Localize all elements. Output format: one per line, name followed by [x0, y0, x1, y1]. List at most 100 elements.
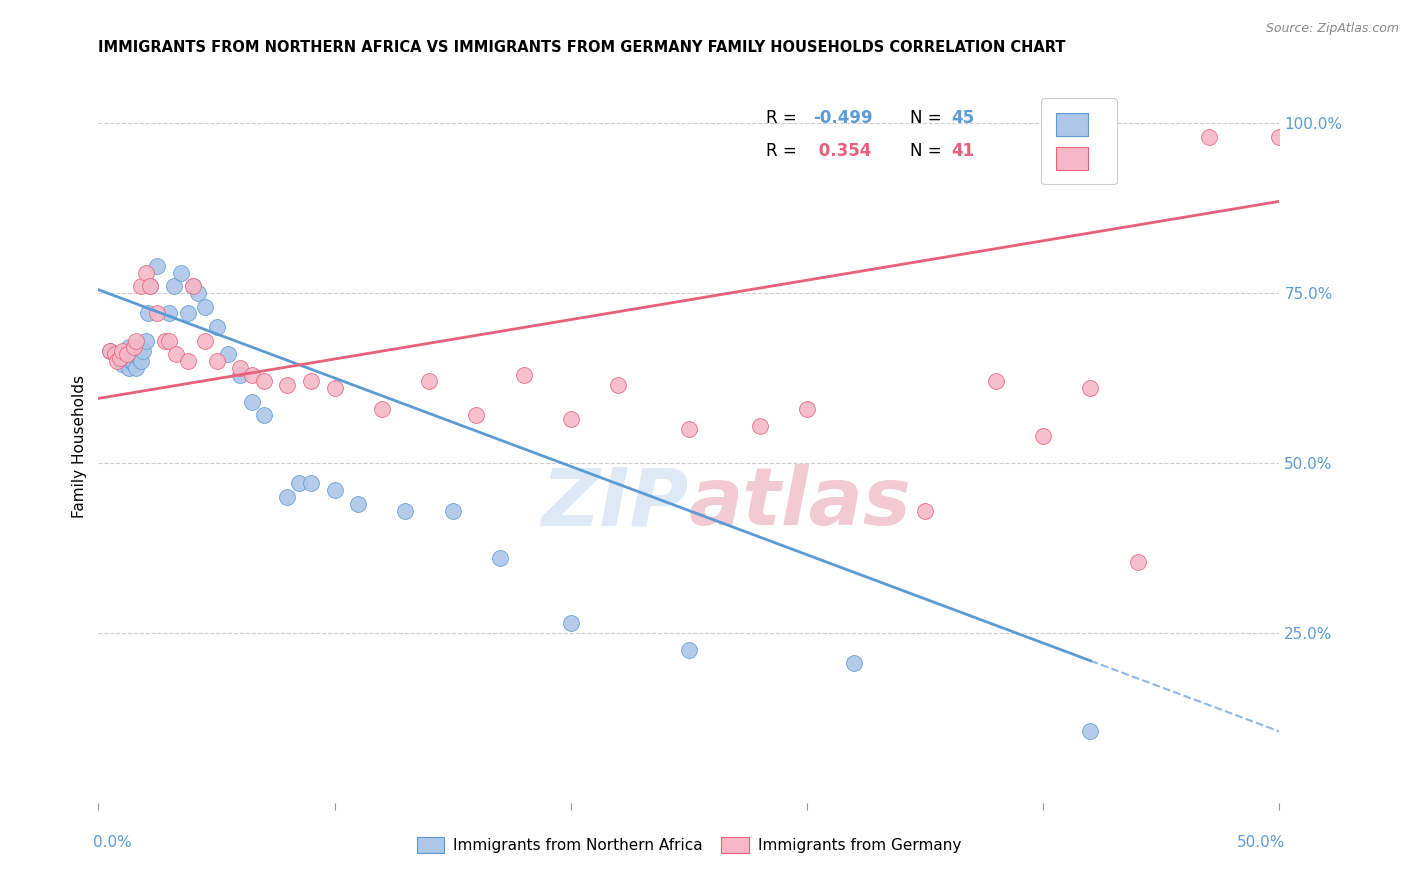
Point [104, 347, 127, 361]
Point [118, 341, 141, 355]
Point [108, 351, 131, 365]
Point [844, 657, 866, 671]
Point [181, 279, 204, 293]
Point [135, 266, 157, 280]
Point [371, 401, 394, 416]
Point [129, 341, 152, 355]
Point [323, 381, 346, 395]
Text: N =: N = [910, 109, 946, 127]
Text: IMMIGRANTS FROM NORTHERN AFRICA VS IMMIGRANTS FROM GERMANY FAMILY HOUSEHOLDS COR: IMMIGRANTS FROM NORTHERN AFRICA VS IMMIG… [98, 40, 1066, 55]
Point [276, 490, 298, 504]
Point [115, 347, 138, 361]
Point [129, 279, 152, 293]
Point [205, 354, 228, 368]
Point [187, 286, 209, 301]
Point [276, 377, 298, 392]
Point [153, 334, 176, 348]
Point [1268, 129, 1291, 144]
Point [108, 351, 131, 365]
Point [240, 394, 263, 409]
Point [217, 347, 239, 361]
Text: -0.499: -0.499 [813, 109, 873, 127]
Point [678, 422, 700, 436]
Point [512, 368, 534, 382]
Text: 41: 41 [950, 142, 974, 160]
Point [111, 358, 134, 372]
Point [111, 343, 134, 358]
Point [299, 476, 322, 491]
Point [129, 354, 152, 368]
Point [194, 300, 217, 314]
Point [205, 320, 228, 334]
Point [229, 360, 252, 375]
Point [253, 375, 276, 389]
Text: R =: R = [766, 109, 801, 127]
Point [157, 306, 180, 320]
Y-axis label: Family Households: Family Households [72, 375, 87, 517]
Point [139, 279, 162, 293]
Point [136, 306, 159, 320]
Point [678, 643, 700, 657]
Point [128, 351, 150, 365]
Point [181, 279, 204, 293]
Point [1126, 555, 1149, 569]
Text: 0.354: 0.354 [813, 142, 872, 160]
Point [125, 334, 148, 348]
Point [1198, 129, 1220, 144]
Point [394, 503, 416, 517]
Point [118, 360, 141, 375]
Point [418, 375, 440, 389]
Point [253, 409, 276, 423]
Point [125, 360, 148, 375]
Text: 45: 45 [950, 109, 974, 127]
Point [441, 503, 464, 517]
Point [98, 343, 121, 358]
Point [607, 377, 630, 392]
Text: atlas: atlas [689, 464, 911, 542]
Point [240, 368, 263, 382]
Point [111, 347, 134, 361]
Point [194, 334, 217, 348]
Point [177, 306, 200, 320]
Point [165, 347, 187, 361]
Point [139, 279, 162, 293]
Text: ZIP: ZIP [541, 464, 689, 542]
Point [984, 375, 1007, 389]
Point [157, 334, 180, 348]
Point [1032, 429, 1054, 443]
Point [229, 368, 252, 382]
Point [1080, 381, 1102, 395]
Point [796, 401, 818, 416]
Point [115, 354, 138, 368]
Point [122, 358, 145, 372]
Point [748, 418, 770, 433]
Point [132, 343, 155, 358]
Point [560, 412, 582, 426]
Point [115, 351, 138, 365]
Text: Source: ZipAtlas.com: Source: ZipAtlas.com [1265, 22, 1399, 36]
Point [1080, 724, 1102, 739]
Text: N =: N = [910, 142, 946, 160]
Point [146, 259, 169, 273]
Point [105, 354, 128, 368]
Point [105, 347, 128, 361]
Point [177, 354, 200, 368]
Point [122, 347, 145, 361]
Point [914, 503, 936, 517]
Point [489, 551, 512, 566]
Point [170, 266, 193, 280]
Point [288, 476, 311, 491]
Point [465, 409, 488, 423]
Point [98, 343, 121, 358]
Point [135, 334, 157, 348]
Point [560, 615, 582, 630]
Point [122, 341, 145, 355]
Text: 0.0%: 0.0% [93, 835, 131, 850]
Text: R =: R = [766, 142, 801, 160]
Point [299, 375, 322, 389]
Point [323, 483, 346, 498]
Text: 50.0%: 50.0% [1237, 835, 1285, 850]
Point [146, 306, 169, 320]
Legend: Immigrants from Northern Africa, Immigrants from Germany: Immigrants from Northern Africa, Immigra… [411, 830, 967, 859]
Point [121, 354, 143, 368]
